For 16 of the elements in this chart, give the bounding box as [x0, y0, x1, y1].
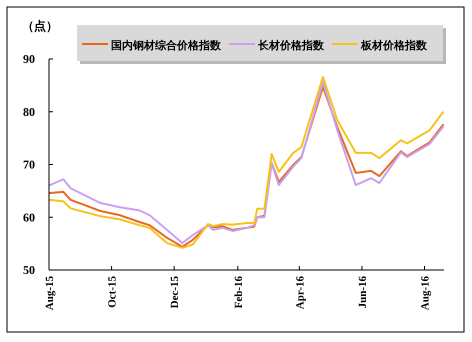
x-tick-label: Oct-15: [106, 276, 119, 308]
x-tick-label: Feb-16: [232, 276, 245, 308]
y-tick-label: 90: [23, 52, 35, 66]
y-axis-title: （点）: [22, 19, 58, 33]
y-tick-label: 70: [23, 158, 35, 172]
y-tick-label: 80: [23, 104, 35, 119]
legend-label: 板材价格指数: [360, 39, 428, 52]
x-tick-label: Aug-16: [420, 276, 432, 310]
y-tick-label: 50: [23, 263, 35, 277]
legend-label: 长材价格指数: [257, 39, 325, 52]
y-tick-label: 60: [23, 210, 35, 224]
x-tick-label: Dec-15: [169, 276, 182, 308]
legend-label: 国内钢材综合价格指数: [111, 39, 222, 52]
x-tick-label: Jun-16: [356, 276, 369, 308]
x-tick-label: Aug-15: [44, 276, 56, 310]
x-tick-label: Apr-16: [294, 276, 306, 310]
